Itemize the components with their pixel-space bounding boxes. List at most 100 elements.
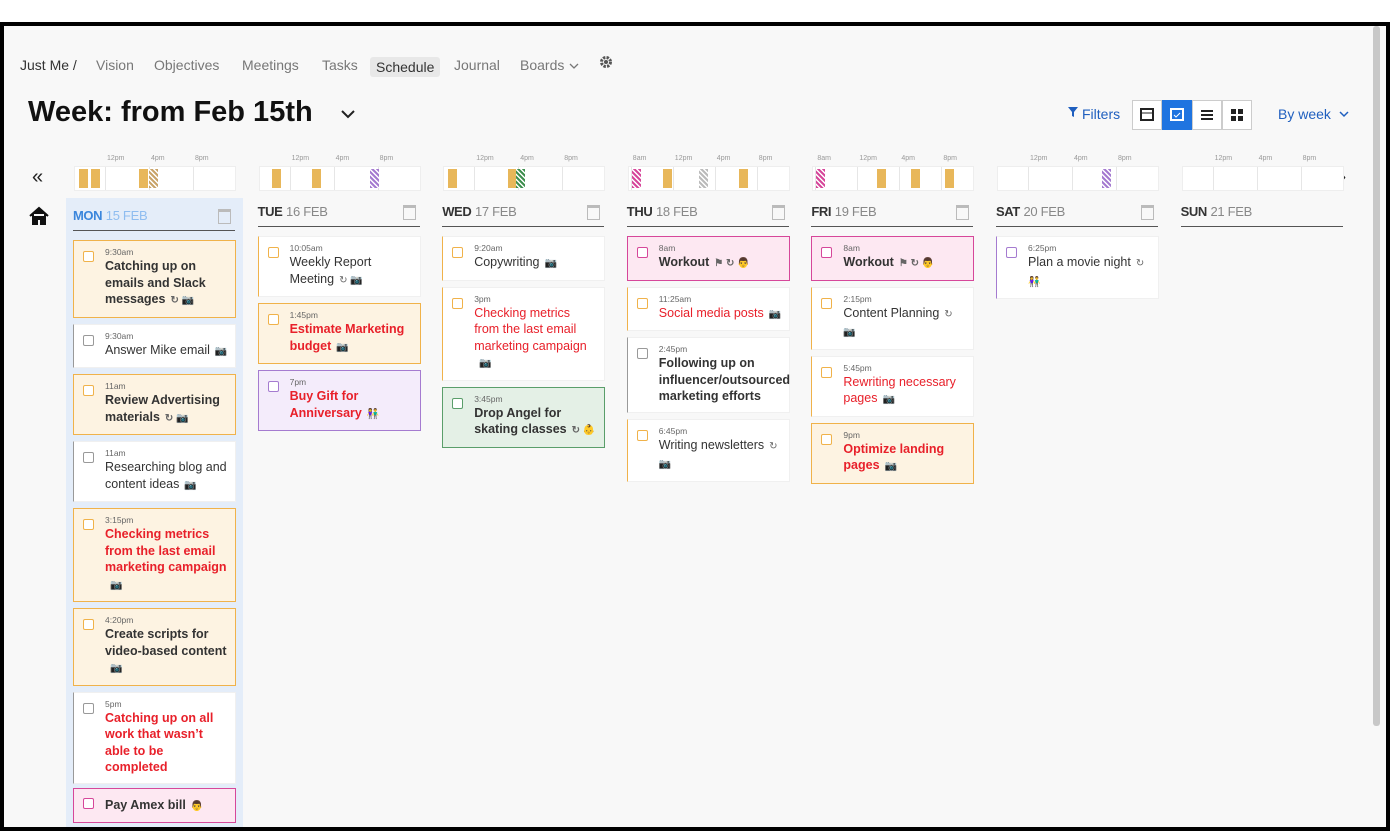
timeline-label: 12pm: [291, 155, 310, 162]
task-checkbox[interactable]: [636, 297, 648, 309]
task-card[interactable]: 11am Researching blog and content ideas 📷: [73, 441, 236, 502]
task-checkbox[interactable]: [636, 429, 648, 441]
task-time: 9:30am: [105, 247, 134, 257]
task-card[interactable]: 6:25pm Plan a movie night ↻ 👫: [996, 236, 1159, 299]
task-time: 2:45pm: [658, 344, 688, 354]
task-checkbox[interactable]: [821, 433, 833, 445]
task-icons: 📷: [768, 308, 782, 320]
timeline-label: 4pm: [1258, 155, 1273, 162]
task-checkbox[interactable]: [636, 348, 648, 359]
task-checkbox[interactable]: [452, 247, 464, 258]
task-checkbox[interactable]: [83, 519, 94, 530]
add-task-icon[interactable]: [1141, 205, 1154, 220]
scrollbar[interactable]: [1373, 26, 1380, 726]
timeline-separator: [941, 167, 943, 190]
task-checkbox[interactable]: [83, 619, 94, 630]
task-list: 9:30am Catching up on emails and Slack me…: [73, 240, 236, 784]
settings-icon[interactable]: [598, 54, 614, 70]
task-checkbox[interactable]: [83, 798, 94, 809]
filters-button[interactable]: Filters: [1082, 106, 1121, 122]
timeline-separator: [562, 167, 564, 190]
task-time: 3pm: [474, 293, 491, 304]
task-checkbox[interactable]: [83, 702, 94, 714]
timeline-separator: [1212, 167, 1214, 190]
day-date: 16 FEB: [286, 204, 328, 219]
task-checkbox[interactable]: [452, 297, 464, 309]
task-card[interactable]: 11am Review Advertising materials ↻ 📷: [73, 374, 236, 435]
task-card[interactable]: Pay Amex bill 👨: [73, 788, 236, 823]
task-time: 7pm: [289, 377, 307, 387]
timeline-separator: [1028, 167, 1029, 190]
task-card[interactable]: 9:20am Copywriting 📷: [442, 236, 606, 281]
task-checkbox[interactable]: [83, 334, 94, 346]
task-title: Buy Gift for Anniversary: [289, 389, 362, 420]
day-name: WED: [442, 204, 472, 219]
task-card[interactable]: 9:30am Catching up on emails and Slack me…: [73, 240, 236, 318]
task-card[interactable]: 3:15pm Checking metrics from the last ema…: [73, 508, 236, 602]
add-task-icon[interactable]: [771, 205, 785, 220]
nav-item[interactable]: Meetings: [242, 57, 299, 73]
task-title-row: Social media posts 📷: [659, 305, 783, 324]
task-card[interactable]: 6:45pm Writing newsletters ↻ 📷: [626, 418, 790, 482]
task-checkbox[interactable]: [267, 381, 279, 392]
task-icons: ⚑ ↻ 👨: [714, 258, 750, 269]
nav-item[interactable]: Schedule: [370, 57, 441, 77]
task-checkbox[interactable]: [83, 385, 94, 396]
task-card[interactable]: 11:25am Social media posts 📷: [626, 286, 790, 331]
task-card[interactable]: 10:05am Weekly Report Meeting ↻ 📷: [257, 236, 421, 297]
task-checkbox[interactable]: [821, 297, 833, 309]
add-task-icon[interactable]: [956, 205, 970, 220]
add-task-icon[interactable]: [402, 205, 416, 220]
task-checkbox[interactable]: [636, 247, 648, 258]
task-checkbox[interactable]: [83, 251, 94, 262]
task-card[interactable]: 8am Workout ⚑ ↻ 👨: [626, 236, 790, 281]
timeline-block: [508, 169, 518, 188]
task-checkbox[interactable]: [821, 366, 833, 378]
timeline-separator: [1300, 167, 1302, 190]
task-checkbox[interactable]: [83, 452, 94, 463]
task-checkbox[interactable]: [267, 247, 279, 258]
timeline-label: 8pm: [564, 155, 578, 162]
task-time: 8am: [658, 243, 676, 253]
period-select[interactable]: By week: [1278, 106, 1331, 122]
view-list[interactable]: [1192, 100, 1222, 130]
timeline-block: [311, 169, 321, 188]
task-card[interactable]: 5:45pm Rewriting necessary pages 📷: [811, 355, 975, 417]
title-dropdown[interactable]: [340, 108, 356, 120]
home-icon[interactable]: [28, 206, 50, 226]
task-card[interactable]: 2:15pm Content Planning ↻ 📷: [811, 286, 975, 350]
view-week[interactable]: [1162, 100, 1192, 130]
view-board[interactable]: [1222, 100, 1252, 130]
task-card[interactable]: 2:45pm Following up on influencer/outsour…: [626, 337, 790, 413]
task-card[interactable]: 8am Workout ⚑ ↻ 👨: [811, 236, 975, 281]
task-checkbox[interactable]: [452, 397, 464, 409]
task-title-row: Following up on influencer/outsourced ma…: [659, 355, 790, 405]
task-checkbox[interactable]: [1006, 247, 1017, 258]
task-card[interactable]: 4:20pm Create scripts for video-based con…: [73, 608, 236, 686]
add-task-icon[interactable]: [587, 205, 601, 220]
task-card[interactable]: 9:30am Answer Mike email 📷: [73, 323, 236, 368]
nav-item[interactable]: Boards: [520, 57, 565, 73]
nav-item[interactable]: Objectives: [154, 57, 220, 73]
task-card[interactable]: 3pm Checking metrics from the last email …: [442, 286, 606, 381]
nav-item[interactable]: Journal: [454, 57, 500, 73]
timeline-separator: [1116, 167, 1117, 190]
task-card[interactable]: 7pm Buy Gift for Anniversary 👫: [257, 370, 421, 431]
timeline-label: 8pm: [943, 155, 958, 162]
add-task-icon[interactable]: [218, 209, 231, 224]
timeline-block: [631, 169, 641, 188]
task-list: 8am Workout ⚑ ↻ 👨 2:15pm Content Planning ↻ 📷…: [811, 236, 975, 484]
day-header: FRI 19 FEB: [811, 204, 974, 227]
nav-item[interactable]: Tasks: [322, 57, 358, 73]
task-card[interactable]: 3:45pm Drop Angel for skating classes ↻ 👶: [442, 386, 606, 448]
task-card[interactable]: 5pm Catching up on all work that wasn’t a…: [73, 691, 236, 784]
nav-item[interactable]: Vision: [96, 57, 134, 73]
task-card[interactable]: 9pm Optimize landing pages 📷: [811, 422, 975, 484]
task-checkbox[interactable]: [821, 247, 833, 258]
timeline-label: 12pm: [476, 155, 494, 162]
task-checkbox[interactable]: [267, 314, 279, 325]
task-card[interactable]: 1:45pm Estimate Marketing budget 📷: [257, 303, 421, 364]
prev-week[interactable]: «: [32, 166, 44, 188]
view-calendar[interactable]: [1132, 100, 1162, 130]
task-time: 9pm: [843, 429, 860, 440]
